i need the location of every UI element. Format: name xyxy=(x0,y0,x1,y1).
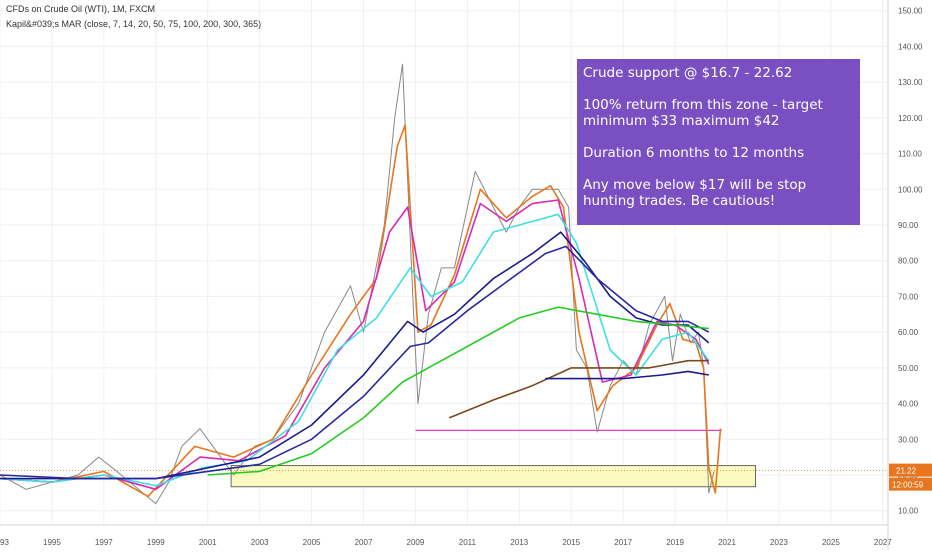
y-tick-label: 150.00 xyxy=(898,7,923,16)
last-price-label: 21.22 xyxy=(896,467,917,476)
indicator-label: Kapil&#039;s MAR (close, 7, 14, 20, 50, … xyxy=(6,19,262,29)
series-line[interactable] xyxy=(0,231,710,480)
x-tick-label: 2027 xyxy=(874,538,892,547)
y-tick-label: 50.00 xyxy=(898,364,919,373)
series-layer xyxy=(0,63,722,505)
y-tick-label: 120.00 xyxy=(898,114,923,123)
x-tick-label: 2005 xyxy=(303,538,321,547)
last-price-tag xyxy=(889,463,932,477)
note-line: Crude support @ $16.7 - 22.62 xyxy=(583,65,793,81)
x-tick-label: 2003 xyxy=(251,538,269,547)
y-tick-label: 80.00 xyxy=(898,257,919,266)
x-tick-label: 2007 xyxy=(355,538,373,547)
series-line[interactable] xyxy=(0,213,710,487)
y-tick-label: 130.00 xyxy=(898,78,923,87)
x-tick-label: 2017 xyxy=(614,538,632,547)
y-tick-label: 100.00 xyxy=(898,185,923,194)
x-tick-label: 2009 xyxy=(407,538,425,547)
y-tick-label: 70.00 xyxy=(898,292,919,301)
y-tick-label: 60.00 xyxy=(898,328,919,337)
series-line[interactable] xyxy=(207,306,709,476)
support-zone-layer xyxy=(0,429,888,488)
x-tick-label: 2023 xyxy=(770,538,788,547)
series-line[interactable] xyxy=(545,370,709,380)
x-tick-label: 2019 xyxy=(666,538,684,547)
x-tick-label: 1995 xyxy=(43,538,61,547)
y-tick-label: 90.00 xyxy=(898,221,919,230)
y-tick-label: 110.00 xyxy=(898,150,922,159)
countdown-label: 12:00:59 xyxy=(892,481,924,490)
note-line: 100% return from this zone - target mini… xyxy=(583,97,828,129)
note-line: All the very best! xyxy=(583,225,700,241)
x-tick-label: 2001 xyxy=(199,538,217,547)
y-tick-label: 30.00 xyxy=(898,435,919,444)
y-tick-label: 140.00 xyxy=(898,42,923,51)
series-line[interactable] xyxy=(0,245,710,480)
x-tick-label: 2011 xyxy=(459,538,477,547)
x-tick-label: 2021 xyxy=(718,538,736,547)
x-tick-label: 1993 xyxy=(0,538,9,547)
note-line: Any move below $17 will be stop hunting … xyxy=(583,177,811,209)
y-tick-label: 10.00 xyxy=(898,507,919,516)
x-tick-label: 2025 xyxy=(822,538,840,547)
note-line: Duration 6 months to 12 months xyxy=(583,145,805,161)
support-zone-box[interactable] xyxy=(230,465,756,488)
x-tick-label: 2013 xyxy=(510,538,528,547)
y-tick-label: 40.00 xyxy=(898,400,919,409)
countdown-tag xyxy=(889,477,932,491)
annotation-note[interactable]: Crude support @ $16.7 - 22.62 100% retur… xyxy=(577,59,860,241)
x-tick-label: 1997 xyxy=(95,538,113,547)
series-line[interactable] xyxy=(0,199,710,491)
x-tick-label: 1999 xyxy=(147,538,165,547)
x-tick-label: 2015 xyxy=(562,538,580,547)
series-line[interactable] xyxy=(448,359,709,419)
chart-title: CFDs on Crude Oil (WTI), 1M, FXCM xyxy=(6,4,156,14)
